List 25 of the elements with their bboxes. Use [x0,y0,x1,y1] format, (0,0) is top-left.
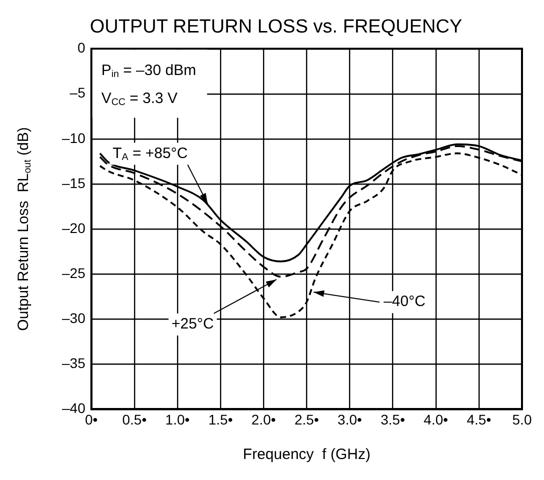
y-tick-label: –5 [70,84,86,101]
x-tick-label: 1.0• [165,411,190,428]
x-tick-label: 4.0• [424,411,448,428]
y-tick-label: –10 [62,130,86,146]
x-tick-label: 5.0 [512,411,532,428]
y-tick-label: –40 [62,400,86,416]
x-tick-label: 1.5• [208,411,233,428]
annotation: –40°C [384,293,426,310]
y-tick-label: –15 [62,174,86,191]
x-tick-label: 3.5• [380,411,406,428]
x-tick-label: 3.0• [338,411,362,428]
x-tick-label: 2.0• [251,411,276,428]
y-tick-label: 0 [78,40,86,56]
x-tick-label: 4.5• [466,411,492,428]
chart-title: OUTPUT RETURN LOSS vs. FREQUENCY [90,16,462,38]
x-tick-label: 2.5• [294,411,319,428]
x-axis-title: Frequency f (GHz) [242,446,370,464]
y-tick-label: –20 [62,220,86,236]
y-tick-label: –25 [62,264,86,281]
x-tick-label: 0.5• [122,411,147,428]
y-tick-label: –35 [62,355,86,372]
annotation: +25°C [172,316,214,333]
y-tick-label: –30 [62,310,86,326]
y-axis-title: Output Return Loss RLout (dB) [15,127,34,331]
x-tick-label: 0• [85,411,98,428]
